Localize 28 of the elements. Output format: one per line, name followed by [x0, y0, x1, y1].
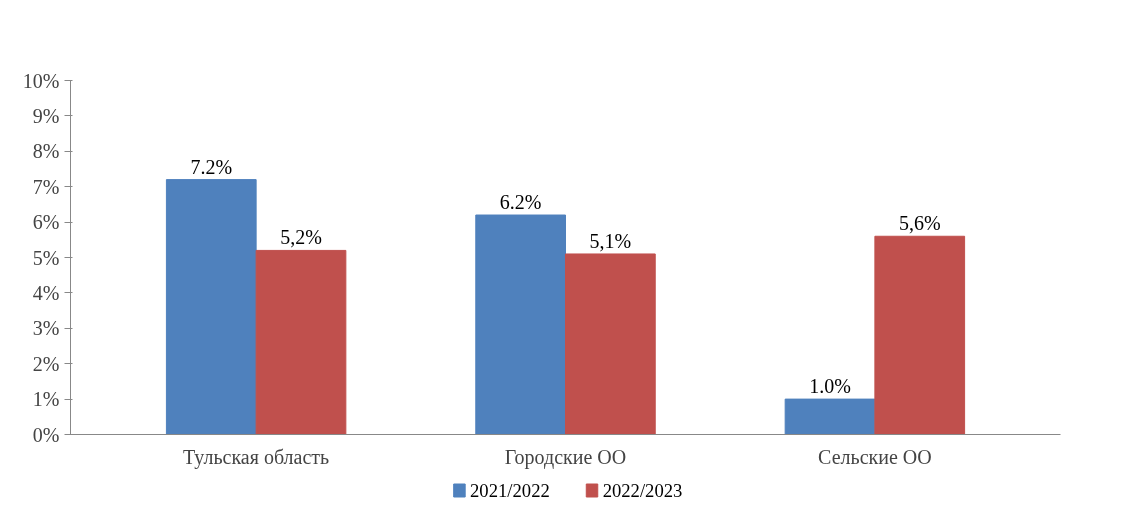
y-tick-label: 0% [32, 423, 60, 446]
data-label: 5,6% [898, 212, 941, 235]
legend-label: 2021/2022 [470, 480, 550, 501]
bar [784, 398, 876, 435]
y-tick-label: 7% [32, 175, 60, 198]
y-tick-label: 9% [32, 104, 60, 127]
bar [165, 179, 257, 435]
y-tick-label: 4% [32, 281, 60, 304]
data-label: 5,1% [589, 229, 632, 252]
y-tick-label: 10% [22, 69, 60, 92]
data-label: 6.2% [499, 191, 542, 214]
bar [255, 249, 347, 435]
bar [874, 235, 966, 435]
y-tick-label: 2% [32, 352, 60, 375]
y-tick-label: 3% [32, 317, 60, 340]
y-tick-label: 1% [32, 388, 60, 411]
y-tick-label: 5% [32, 246, 60, 269]
data-label: 7.2% [190, 155, 233, 178]
y-tick-label: 6% [32, 211, 60, 234]
data-label: 5,2% [280, 226, 322, 249]
x-tick-label: Городские ОО [504, 445, 627, 469]
legend-label: 2022/2023 [602, 480, 683, 501]
y-tick-label: 8% [32, 140, 60, 163]
data-label: 1.0% [809, 375, 851, 398]
x-tick-label: Тульская область [183, 445, 330, 469]
bar [565, 253, 656, 435]
x-tick-label: Сельские ОО [818, 445, 932, 468]
bar [475, 214, 566, 435]
